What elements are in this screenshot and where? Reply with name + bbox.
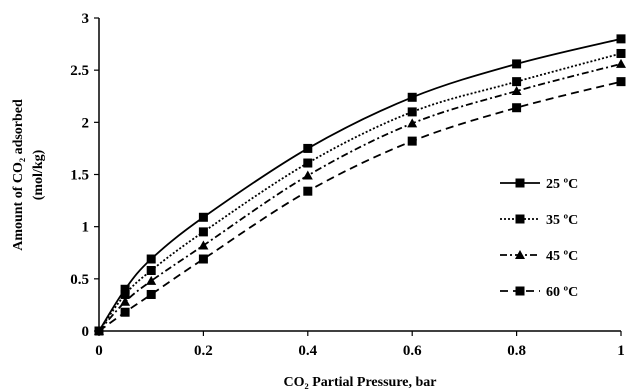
- series-2: [94, 58, 626, 335]
- y-tick-label: 1.5: [70, 168, 89, 184]
- data-point: [616, 34, 626, 44]
- legend-item: 45 ºC: [500, 249, 578, 264]
- y-tick-label: 0: [82, 324, 90, 340]
- legend-marker: [515, 286, 525, 296]
- x-tick-label: 0.4: [298, 343, 317, 359]
- legend-label: 60 ºC: [546, 285, 578, 300]
- series-line: [98, 52, 622, 332]
- series-line: [98, 63, 622, 332]
- data-point: [407, 118, 418, 128]
- data-point: [511, 86, 522, 96]
- data-point: [407, 92, 417, 102]
- y-tick-label: 1: [82, 220, 90, 236]
- legend-marker: [515, 214, 525, 224]
- data-point: [198, 254, 208, 264]
- data-point: [303, 158, 313, 168]
- data-point: [407, 136, 417, 146]
- data-point: [146, 289, 156, 299]
- data-point: [120, 284, 130, 294]
- data-point: [512, 59, 522, 69]
- data-point: [302, 170, 313, 180]
- legend-label: 25 ºC: [546, 177, 578, 192]
- legend-marker: [515, 250, 525, 259]
- legend-label: 45 ºC: [546, 249, 578, 264]
- y-tick-label: 2: [82, 115, 90, 131]
- x-axis-title: CO₂ Partial Pressure, bar: [284, 375, 437, 390]
- y-axis-title-line2: (mol/kg): [31, 149, 46, 200]
- legend-item: 25 ºC: [500, 177, 578, 192]
- x-tick-label: 1: [617, 343, 625, 359]
- data-point: [120, 289, 130, 299]
- y-axis-title-line1: Amount of CO₂ adsorbed: [11, 99, 26, 251]
- legend-item: 60 ºC: [500, 285, 578, 300]
- data-point: [616, 48, 626, 58]
- data-point: [146, 265, 156, 275]
- x-tick-label: 0.6: [403, 343, 422, 359]
- series-line: [98, 37, 622, 332]
- x-tick-label: 0: [95, 343, 103, 359]
- legend-label: 35 ºC: [546, 213, 578, 228]
- data-point: [512, 77, 522, 87]
- data-point: [303, 143, 313, 153]
- data-point: [146, 254, 156, 264]
- data-point: [303, 186, 313, 196]
- data-point: [512, 103, 522, 113]
- data-point: [616, 77, 626, 87]
- x-tick-label: 0.2: [194, 343, 213, 359]
- data-point: [198, 227, 208, 237]
- x-tick-label: 0.8: [507, 343, 526, 359]
- series-line: [98, 80, 622, 332]
- data-point: [120, 307, 130, 317]
- data-point: [407, 107, 417, 117]
- y-tick-label: 3: [82, 11, 90, 27]
- data-point: [616, 58, 626, 68]
- data-point: [146, 275, 157, 285]
- data-point: [198, 240, 209, 250]
- y-tick-label: 2.5: [70, 63, 89, 79]
- legend-item: 35 ºC: [500, 213, 578, 228]
- data-point: [120, 296, 131, 306]
- data-point: [198, 212, 208, 222]
- y-tick-label: 0.5: [70, 272, 89, 288]
- legend-marker: [515, 178, 525, 188]
